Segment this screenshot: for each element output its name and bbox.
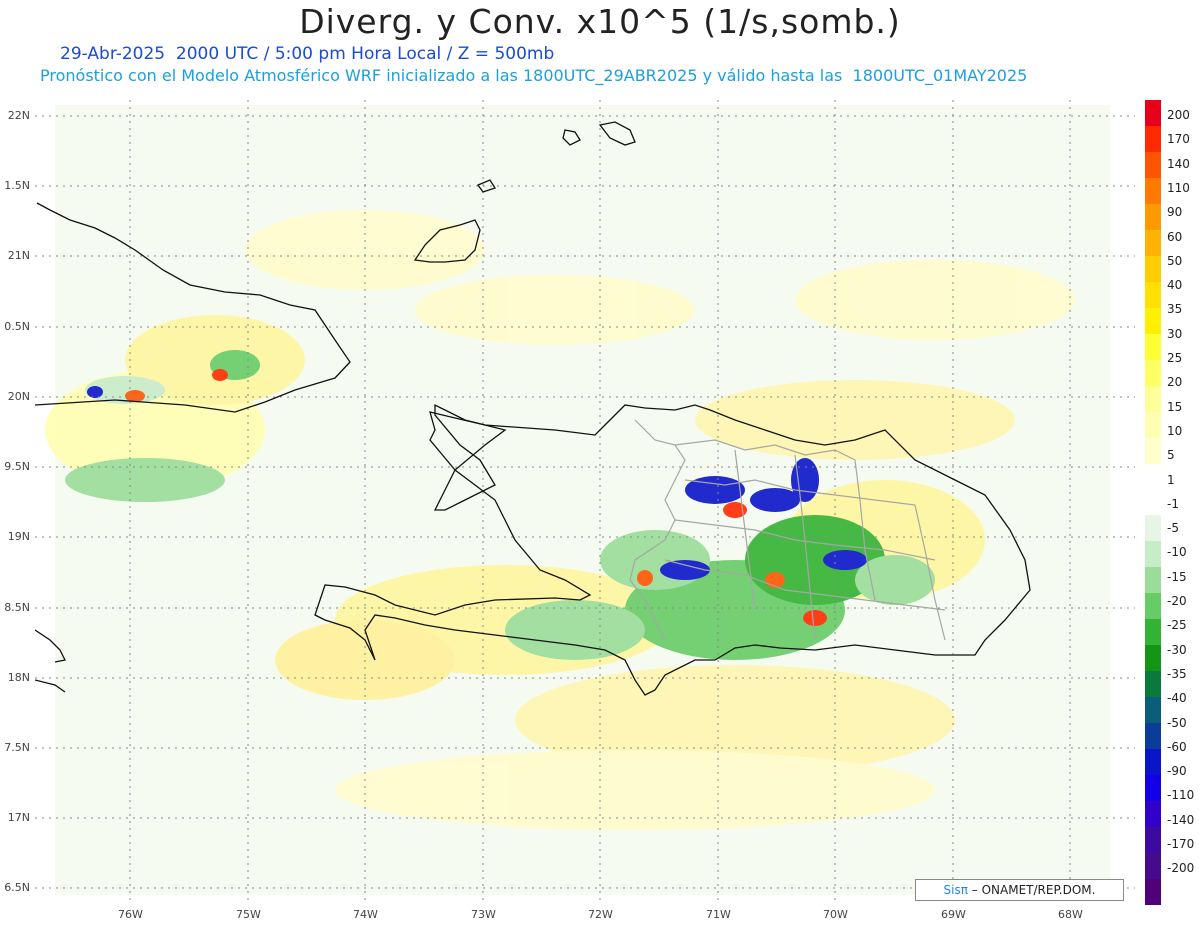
- colorbar-segment: [1145, 619, 1161, 646]
- colorbar-segment: [1145, 801, 1161, 828]
- lat-label: 21N: [7, 249, 30, 262]
- colorbar-segment: [1145, 385, 1161, 413]
- colorbar-label: -1: [1167, 496, 1179, 511]
- colorbar-label: -140: [1167, 812, 1195, 827]
- lon-label: 70W: [823, 908, 848, 921]
- colorbar-segment: [1145, 437, 1161, 465]
- colorbar-label: -170: [1167, 837, 1195, 851]
- colorbar-label: 200: [1167, 108, 1190, 122]
- lon-label: 76W: [118, 908, 143, 921]
- colorbar-segment: [1145, 359, 1161, 387]
- colorbar-segment: [1145, 567, 1161, 594]
- colorbar-label: -5: [1167, 521, 1179, 536]
- lat-label: 20N: [7, 390, 30, 403]
- colorbar-label: 25: [1167, 351, 1183, 365]
- lon-label: 68W: [1058, 908, 1083, 921]
- lon-label: 75W: [236, 908, 261, 921]
- colorbar-segment: [1145, 671, 1161, 698]
- lat-label: 1.5N: [4, 179, 30, 192]
- colorbar-label: 20: [1167, 375, 1183, 390]
- lat-label: 6.5N: [4, 881, 30, 894]
- model-info-subtitle: Pronóstico con el Modelo Atmosférico WRF…: [40, 66, 1028, 85]
- colorbar-label: -35: [1167, 666, 1187, 681]
- colorbar-segment: [1145, 645, 1161, 672]
- colorbar-label: 35: [1167, 302, 1183, 317]
- lat-label: 22N: [7, 109, 30, 122]
- colorbar-label: 15: [1167, 399, 1183, 414]
- colorbar-segment: [1145, 697, 1161, 724]
- colorbar-label: -25: [1167, 618, 1187, 633]
- colorbar-segment: [1145, 463, 1161, 490]
- colorbar-segment: [1145, 177, 1161, 205]
- lon-label: 74W: [353, 908, 378, 921]
- colorbar-segment: [1145, 203, 1161, 231]
- colorbar-segment: [1145, 307, 1161, 335]
- lon-label: 72W: [588, 908, 613, 921]
- coastline: [35, 121, 1031, 696]
- colorbar-label: 50: [1167, 253, 1183, 268]
- colorbar-label: 140: [1167, 156, 1190, 171]
- colorbar-segment: [1145, 411, 1161, 439]
- map-panel: [35, 100, 1135, 900]
- colorbar-label: 110: [1167, 180, 1190, 195]
- colorbar-segment: [1145, 827, 1161, 854]
- colorbar-segment: [1145, 541, 1161, 568]
- colorbar-segment: [1145, 489, 1161, 516]
- lat-label: 19N: [7, 530, 30, 543]
- colorbar-segment: [1145, 151, 1161, 179]
- lat-label: 9.5N: [4, 460, 30, 473]
- province-borders: [629, 419, 946, 641]
- colorbar-label: 5: [1167, 448, 1175, 463]
- graticule: [35, 100, 1135, 900]
- chart-title: Diverg. y Conv. x10^5 (1/s,somb.): [299, 2, 901, 41]
- lat-label: 8.5N: [4, 601, 30, 614]
- lat-label: 17N: [7, 811, 30, 824]
- colorbar-segment: [1145, 775, 1161, 802]
- forecast-time-subtitle: 29-Abr-2025 2000 UTC / 5:00 pm Hora Loca…: [60, 44, 555, 64]
- colorbar-label: -50: [1167, 715, 1187, 730]
- credit-text: – ONAMET/REP.DOM.: [971, 883, 1096, 897]
- colorbar-label: 1: [1167, 472, 1175, 487]
- colorbar-label: 170: [1167, 132, 1190, 147]
- colorbar-label: -10: [1167, 545, 1187, 560]
- colorbar-label: -15: [1167, 569, 1187, 584]
- colorbar-segment: [1145, 515, 1161, 542]
- sispi-logo-text: Sisπ: [943, 883, 968, 897]
- colorbar-segment: [1145, 593, 1161, 620]
- colorbar-label: 40: [1167, 278, 1183, 293]
- colorbar-label: -30: [1167, 642, 1187, 657]
- colorbar-label: -200: [1167, 861, 1195, 876]
- lat-label: 0.5N: [4, 320, 30, 333]
- colorbar-label: -110: [1167, 788, 1195, 803]
- colorbar: [1145, 100, 1161, 906]
- colorbar-segment: [1145, 853, 1161, 880]
- lon-label: 69W: [941, 908, 966, 921]
- colorbar-segment: [1145, 100, 1161, 127]
- colorbar-label: -90: [1167, 764, 1187, 779]
- colorbar-segment: [1145, 879, 1161, 906]
- colorbar-label: -40: [1167, 691, 1187, 706]
- colorbar-segment: [1145, 255, 1161, 283]
- colorbar-label: 10: [1167, 423, 1183, 438]
- colorbar-segment: [1145, 281, 1161, 309]
- colorbar-segment: [1145, 749, 1161, 776]
- colorbar-label: 90: [1167, 205, 1183, 220]
- lat-label: 18N: [7, 671, 30, 684]
- colorbar-label: 30: [1167, 326, 1183, 341]
- colorbar-segment: [1145, 333, 1161, 361]
- colorbar-segment: [1145, 125, 1161, 153]
- lat-label: 7.5N: [4, 741, 30, 754]
- lon-label: 73W: [471, 908, 496, 921]
- lon-label: 71W: [706, 908, 731, 921]
- colorbar-label: 60: [1167, 229, 1183, 244]
- colorbar-segment: [1145, 723, 1161, 750]
- colorbar-label: -60: [1167, 739, 1187, 754]
- colorbar-label: -20: [1167, 594, 1187, 608]
- colorbar-segment: [1145, 229, 1161, 257]
- credit-box: Sisπ – ONAMET/REP.DOM.: [915, 879, 1124, 901]
